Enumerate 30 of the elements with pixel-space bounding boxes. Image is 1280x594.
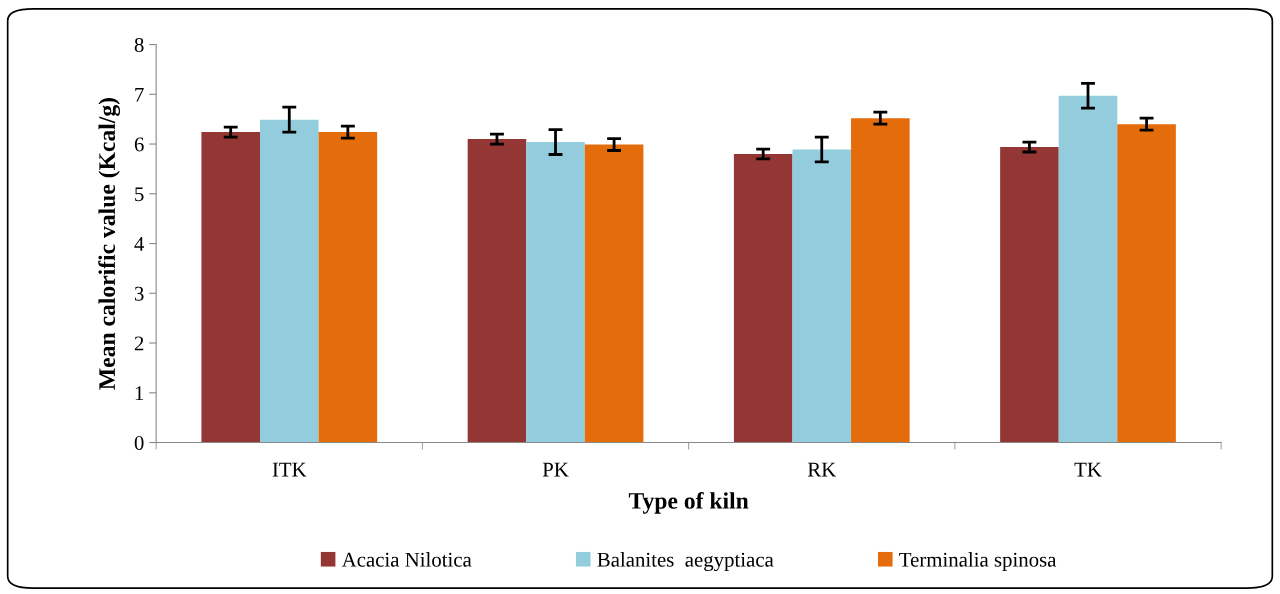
bar [1000,147,1059,443]
x-tick-label: ITK [272,462,307,477]
y-tick-label: 4 [134,237,145,251]
x-tick-label: RK [807,462,837,477]
y-tick-label: 0 [134,435,144,450]
bar [201,132,260,443]
bar [318,132,378,443]
bar [526,142,585,443]
legend-label: Acacia Nilotica [341,552,472,567]
y-tick-label: 6 [134,137,144,152]
bar [733,153,793,443]
y-tick-label: 8 [134,37,144,52]
y-axis-title: Mean calorific value (Kcal/g) [98,98,121,390]
bar [851,118,910,443]
bar [584,144,644,443]
y-tick-label: 1 [135,386,144,401]
y-tick-label: 2 [134,336,144,351]
x-tick-label: PK [542,462,569,477]
legend-label: Balanites aegyptiaca [597,552,774,572]
bar [467,139,527,443]
bar [1117,124,1176,443]
bar [259,119,319,443]
bar [1058,95,1118,443]
y-tick-label: 5 [135,187,144,202]
bar [792,149,852,443]
y-tick-label: 3 [134,286,144,301]
x-tick-label: TK [1074,462,1102,477]
legend-label: Terminalia spinosa [899,552,1057,571]
y-tick-label: 7 [135,87,144,102]
x-axis-title: Type of kiln [628,491,749,514]
